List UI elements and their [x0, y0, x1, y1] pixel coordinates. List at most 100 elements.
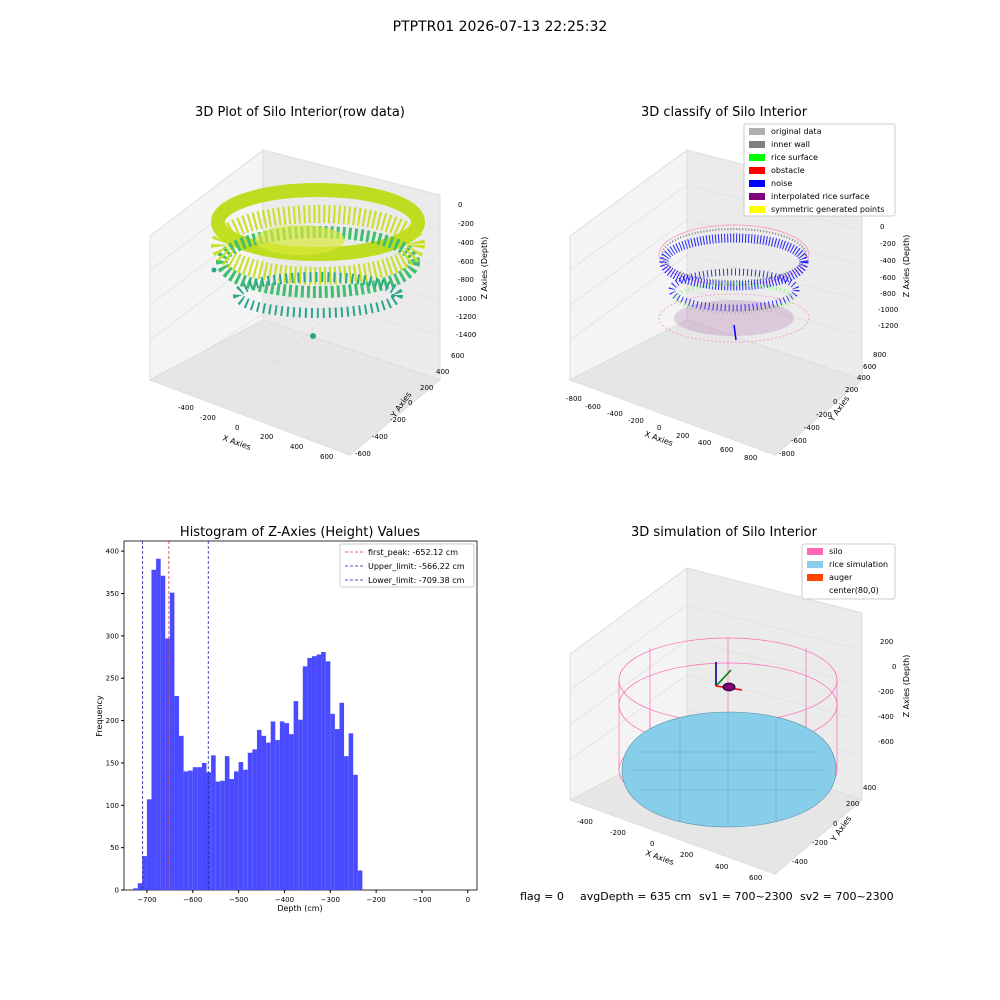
histogram-bar	[142, 856, 147, 890]
raw-z-tick: -1400	[456, 331, 476, 339]
histogram-bar	[220, 780, 225, 890]
classify-y-tick: 800	[873, 351, 886, 359]
classify-z-tick: 0	[880, 223, 884, 231]
histogram-x-tick-label: −700	[137, 896, 156, 904]
figure-suptitle: PTPTR01 2026-07-13 22:25:32	[393, 19, 608, 35]
classify-z-tick: -200	[880, 240, 896, 248]
histogram-legend-label: Lower_limit: -709.38 cm	[368, 576, 465, 585]
histogram-bar	[211, 755, 216, 890]
histogram-bar	[247, 752, 253, 890]
histogram-bar	[201, 762, 207, 890]
histogram-y-label: Frequency	[95, 695, 104, 737]
histogram-bar	[169, 592, 175, 890]
histogram-bar	[334, 729, 340, 890]
raw-y-tick: 200	[420, 384, 433, 392]
histogram-y-tick-label: 400	[106, 548, 119, 556]
histogram-bar	[156, 558, 161, 890]
classify-x-tick: 200	[676, 432, 689, 440]
simulation-y-tick: 400	[863, 784, 876, 792]
histogram-bar	[321, 651, 326, 890]
status-sv1: sv1 = 700~2300	[699, 890, 793, 903]
histogram-bar	[179, 735, 184, 890]
classify-x-tick: -200	[628, 417, 644, 425]
raw-x-tick: -200	[200, 414, 216, 422]
classify-axes-box	[568, 149, 863, 456]
classify-z-label: Z Axies (Depth)	[902, 235, 911, 298]
raw-z-ticks: 0 -200 -400 -600 -800 -1000 -1200 -1400	[456, 201, 476, 339]
classify-x-tick: 800	[744, 454, 757, 462]
simulation-x-tick: -200	[610, 829, 626, 837]
histogram-y-tick-label: 200	[106, 717, 119, 725]
histogram-y-tick-label: 250	[106, 675, 119, 683]
simulation-x-ticks: -400 -200 0 200 400 600	[577, 818, 762, 882]
simulation-x-tick: -400	[577, 818, 593, 826]
histogram-y-tick-label: 350	[106, 590, 119, 598]
histogram-bar	[137, 883, 143, 890]
histogram-x-tick-label: −300	[321, 896, 340, 904]
histogram-bar	[284, 723, 290, 890]
histogram-bar	[229, 779, 235, 890]
histogram-bar	[238, 762, 244, 890]
histogram-x-ticks: −700 −600 −500 −400 −300 −200 −100 0	[137, 890, 470, 904]
classify-x-label: X Axies	[643, 429, 674, 448]
histogram-bar	[206, 772, 212, 890]
histogram-legend-label: first_peak: -652.12 cm	[368, 548, 458, 557]
status-flag: flag = 0	[520, 890, 564, 903]
simulation-title: 3D simulation of Silo Interior	[631, 525, 818, 540]
histogram-bar	[289, 734, 294, 890]
histogram-reference-lines	[142, 541, 209, 890]
classify-x-tick: 0	[657, 424, 661, 432]
histogram-x-tick-label: −400	[275, 896, 294, 904]
raw-z-tick: -400	[458, 239, 474, 247]
histogram-bar	[339, 702, 345, 890]
raw-y-tick: 0	[408, 399, 412, 407]
panel-raw-3d: 3D Plot of Silo Interior(row data)	[148, 105, 489, 461]
histogram-y-tick-label: 300	[106, 632, 119, 640]
raw-x-label: X Axies	[221, 433, 252, 452]
raw-z-tick: 0	[458, 201, 462, 209]
classify-x-tick: -600	[585, 403, 601, 411]
panel-classify-title: 3D classify of Silo Interior	[641, 105, 808, 120]
classify-y-tick: -600	[791, 437, 807, 445]
raw-x-tick: 600	[320, 453, 333, 461]
simulation-legend-label: auger	[829, 573, 853, 582]
classify-y-tick: -200	[816, 411, 832, 419]
classify-legend: original data inner wall rice surface ob…	[743, 123, 896, 217]
histogram-bar	[266, 742, 271, 890]
raw-z-tick: -200	[458, 220, 474, 228]
histogram-bar	[311, 656, 317, 890]
histogram-bar	[192, 767, 198, 890]
histogram-bar	[133, 888, 138, 890]
simulation-z-tick: 200	[880, 638, 893, 646]
classify-z-tick: -800	[880, 290, 896, 298]
histogram-legend: first_peak: -652.12 cm Upper_limit: -566…	[339, 543, 475, 588]
raw-x-ticks: -400 -200 0 200 400 600	[178, 404, 333, 461]
status-sv2: sv2 = 700~2300	[800, 890, 894, 903]
raw-x-tick: 400	[290, 443, 303, 451]
histogram-x-tick-label: −100	[412, 896, 431, 904]
histogram-bar	[151, 569, 157, 890]
histogram-bar	[270, 721, 276, 890]
classify-legend-label: noise	[771, 179, 792, 188]
histogram-bar	[165, 638, 170, 890]
simulation-x-tick: 0	[650, 840, 654, 848]
simulation-x-tick: 200	[680, 851, 693, 859]
histogram-bar	[243, 769, 248, 890]
simulation-x-tick: 600	[749, 874, 762, 882]
raw-x-tick: 200	[260, 433, 273, 441]
simulation-z-tick: -400	[878, 713, 894, 721]
classify-y-tick: -400	[804, 424, 820, 432]
histogram-bar	[183, 771, 189, 890]
histogram-bar	[275, 740, 280, 890]
histogram-x-label: Depth (cm)	[277, 904, 322, 913]
simulation-legend: silo rice simulation auger center(80,0)	[801, 543, 896, 600]
histogram-bar	[261, 735, 267, 890]
classify-x-ticks: -800 -600 -400 -200 0 200 400 600 800	[566, 395, 757, 462]
histogram-bar	[302, 666, 308, 890]
simulation-z-tick: 0	[892, 663, 896, 671]
histogram-bar	[353, 774, 358, 890]
simulation-legend-label: rice simulation	[829, 560, 888, 569]
simulation-y-tick: -200	[812, 839, 828, 847]
histogram-bar	[256, 729, 262, 890]
panel-simulation-3d: 3D simulation of Silo Interior	[568, 525, 911, 882]
